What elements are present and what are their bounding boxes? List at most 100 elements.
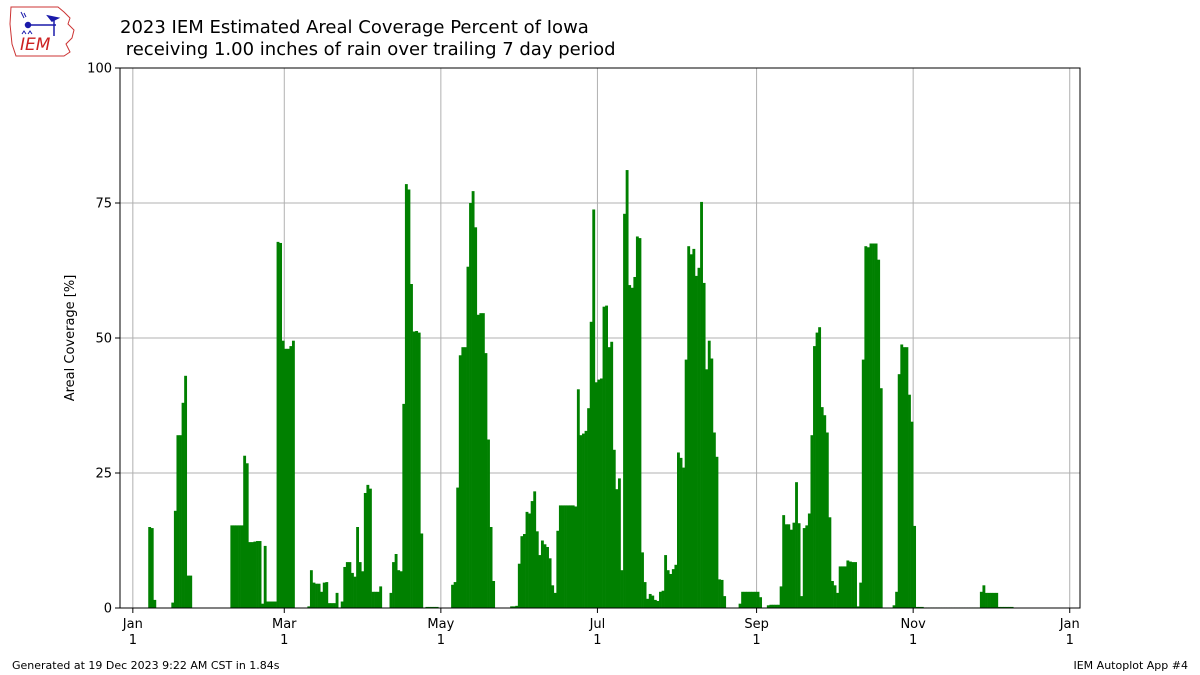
data-bar: [861, 359, 865, 608]
data-bar: [607, 347, 611, 608]
data-bar: [433, 606, 437, 608]
data-bar: [738, 603, 742, 608]
x-tick-label-month: Jan: [122, 617, 143, 632]
data-bar: [492, 581, 496, 608]
data-bar: [579, 435, 583, 608]
data-bar: [245, 463, 249, 608]
iem-logo: IEM: [9, 6, 75, 57]
data-bar: [284, 348, 288, 608]
data-bar: [659, 591, 662, 608]
data-bar: [376, 591, 380, 608]
x-tick-label-day: 1: [909, 633, 917, 648]
data-bar: [471, 191, 475, 608]
data-bar: [985, 592, 988, 608]
data-bar: [289, 346, 293, 608]
data-bar: [759, 597, 763, 608]
data-bar: [368, 488, 372, 608]
data-bar: [674, 564, 678, 608]
data-bar: [874, 243, 878, 608]
data-bar: [397, 570, 401, 608]
data-bar: [484, 353, 488, 608]
data-bar: [625, 170, 629, 608]
data-bar: [851, 562, 855, 608]
data-bar: [779, 586, 783, 608]
data-bar: [800, 596, 804, 608]
data-bar: [777, 604, 780, 608]
data-bar: [181, 402, 185, 608]
data-bar: [602, 306, 606, 608]
data-bar: [992, 592, 996, 608]
data-bar: [823, 415, 827, 608]
data-bar: [407, 189, 411, 608]
data-bar: [322, 582, 326, 608]
data-bar: [648, 593, 652, 608]
data-bar: [522, 534, 526, 608]
data-bar: [279, 242, 283, 608]
footer-app: IEM Autoplot App #4: [1073, 659, 1188, 672]
data-bar: [630, 287, 634, 608]
data-bar: [997, 606, 1001, 608]
data-bar: [766, 605, 770, 608]
data-bar: [805, 525, 809, 608]
data-bar: [240, 525, 244, 608]
data-bar: [720, 579, 724, 608]
data-bar: [150, 528, 154, 608]
data-bar: [186, 575, 190, 608]
data-bar: [641, 552, 644, 608]
data-bar: [371, 591, 375, 608]
data-bar: [879, 388, 883, 608]
data-bar: [476, 314, 480, 608]
data-bar: [664, 555, 668, 608]
data-bar: [587, 408, 591, 608]
data-bar: [638, 238, 642, 608]
data-bar: [535, 531, 539, 608]
data-bar: [866, 247, 870, 608]
data-bar: [1010, 606, 1014, 608]
data-bar: [179, 435, 182, 608]
data-bar: [176, 435, 180, 608]
data-bar: [754, 591, 757, 608]
data-bar: [833, 585, 837, 608]
data-bar: [330, 603, 334, 608]
data-bar: [651, 595, 655, 608]
data-bar: [1002, 606, 1006, 608]
data-bar: [810, 435, 814, 608]
data-bar: [671, 569, 675, 608]
data-bar: [756, 591, 760, 608]
data-bar: [566, 505, 570, 608]
data-bar: [774, 604, 778, 608]
data-bar: [864, 246, 868, 608]
data-bar: [394, 554, 398, 608]
y-tick-label: 75: [95, 197, 112, 212]
data-bar: [792, 522, 796, 608]
data-bar: [594, 382, 598, 608]
data-bar: [235, 525, 239, 608]
x-tick-label-month: May: [427, 617, 454, 632]
data-bar: [872, 243, 875, 608]
data-bar: [643, 582, 647, 608]
data-bar: [848, 561, 852, 608]
data-bar: [148, 527, 152, 608]
data-bar: [712, 432, 716, 608]
data-bar: [610, 341, 614, 608]
data-bar: [238, 525, 241, 608]
data-bar: [435, 606, 439, 608]
data-bar: [869, 243, 873, 608]
data-bar: [232, 525, 236, 608]
data-bar: [281, 340, 285, 608]
data-bar: [309, 570, 313, 608]
data-bar: [576, 389, 580, 608]
data-bar: [592, 209, 596, 609]
data-bar: [361, 571, 365, 608]
data-bar: [525, 511, 529, 608]
data-bar: [250, 542, 254, 608]
data-bar: [597, 379, 601, 608]
data-bar: [582, 433, 585, 608]
data-bar: [718, 579, 721, 608]
data-bar: [789, 529, 793, 608]
data-bar: [399, 571, 403, 608]
data-bar: [679, 457, 683, 608]
x-tick-label-month: Sep: [744, 617, 769, 632]
data-bar: [243, 455, 247, 608]
